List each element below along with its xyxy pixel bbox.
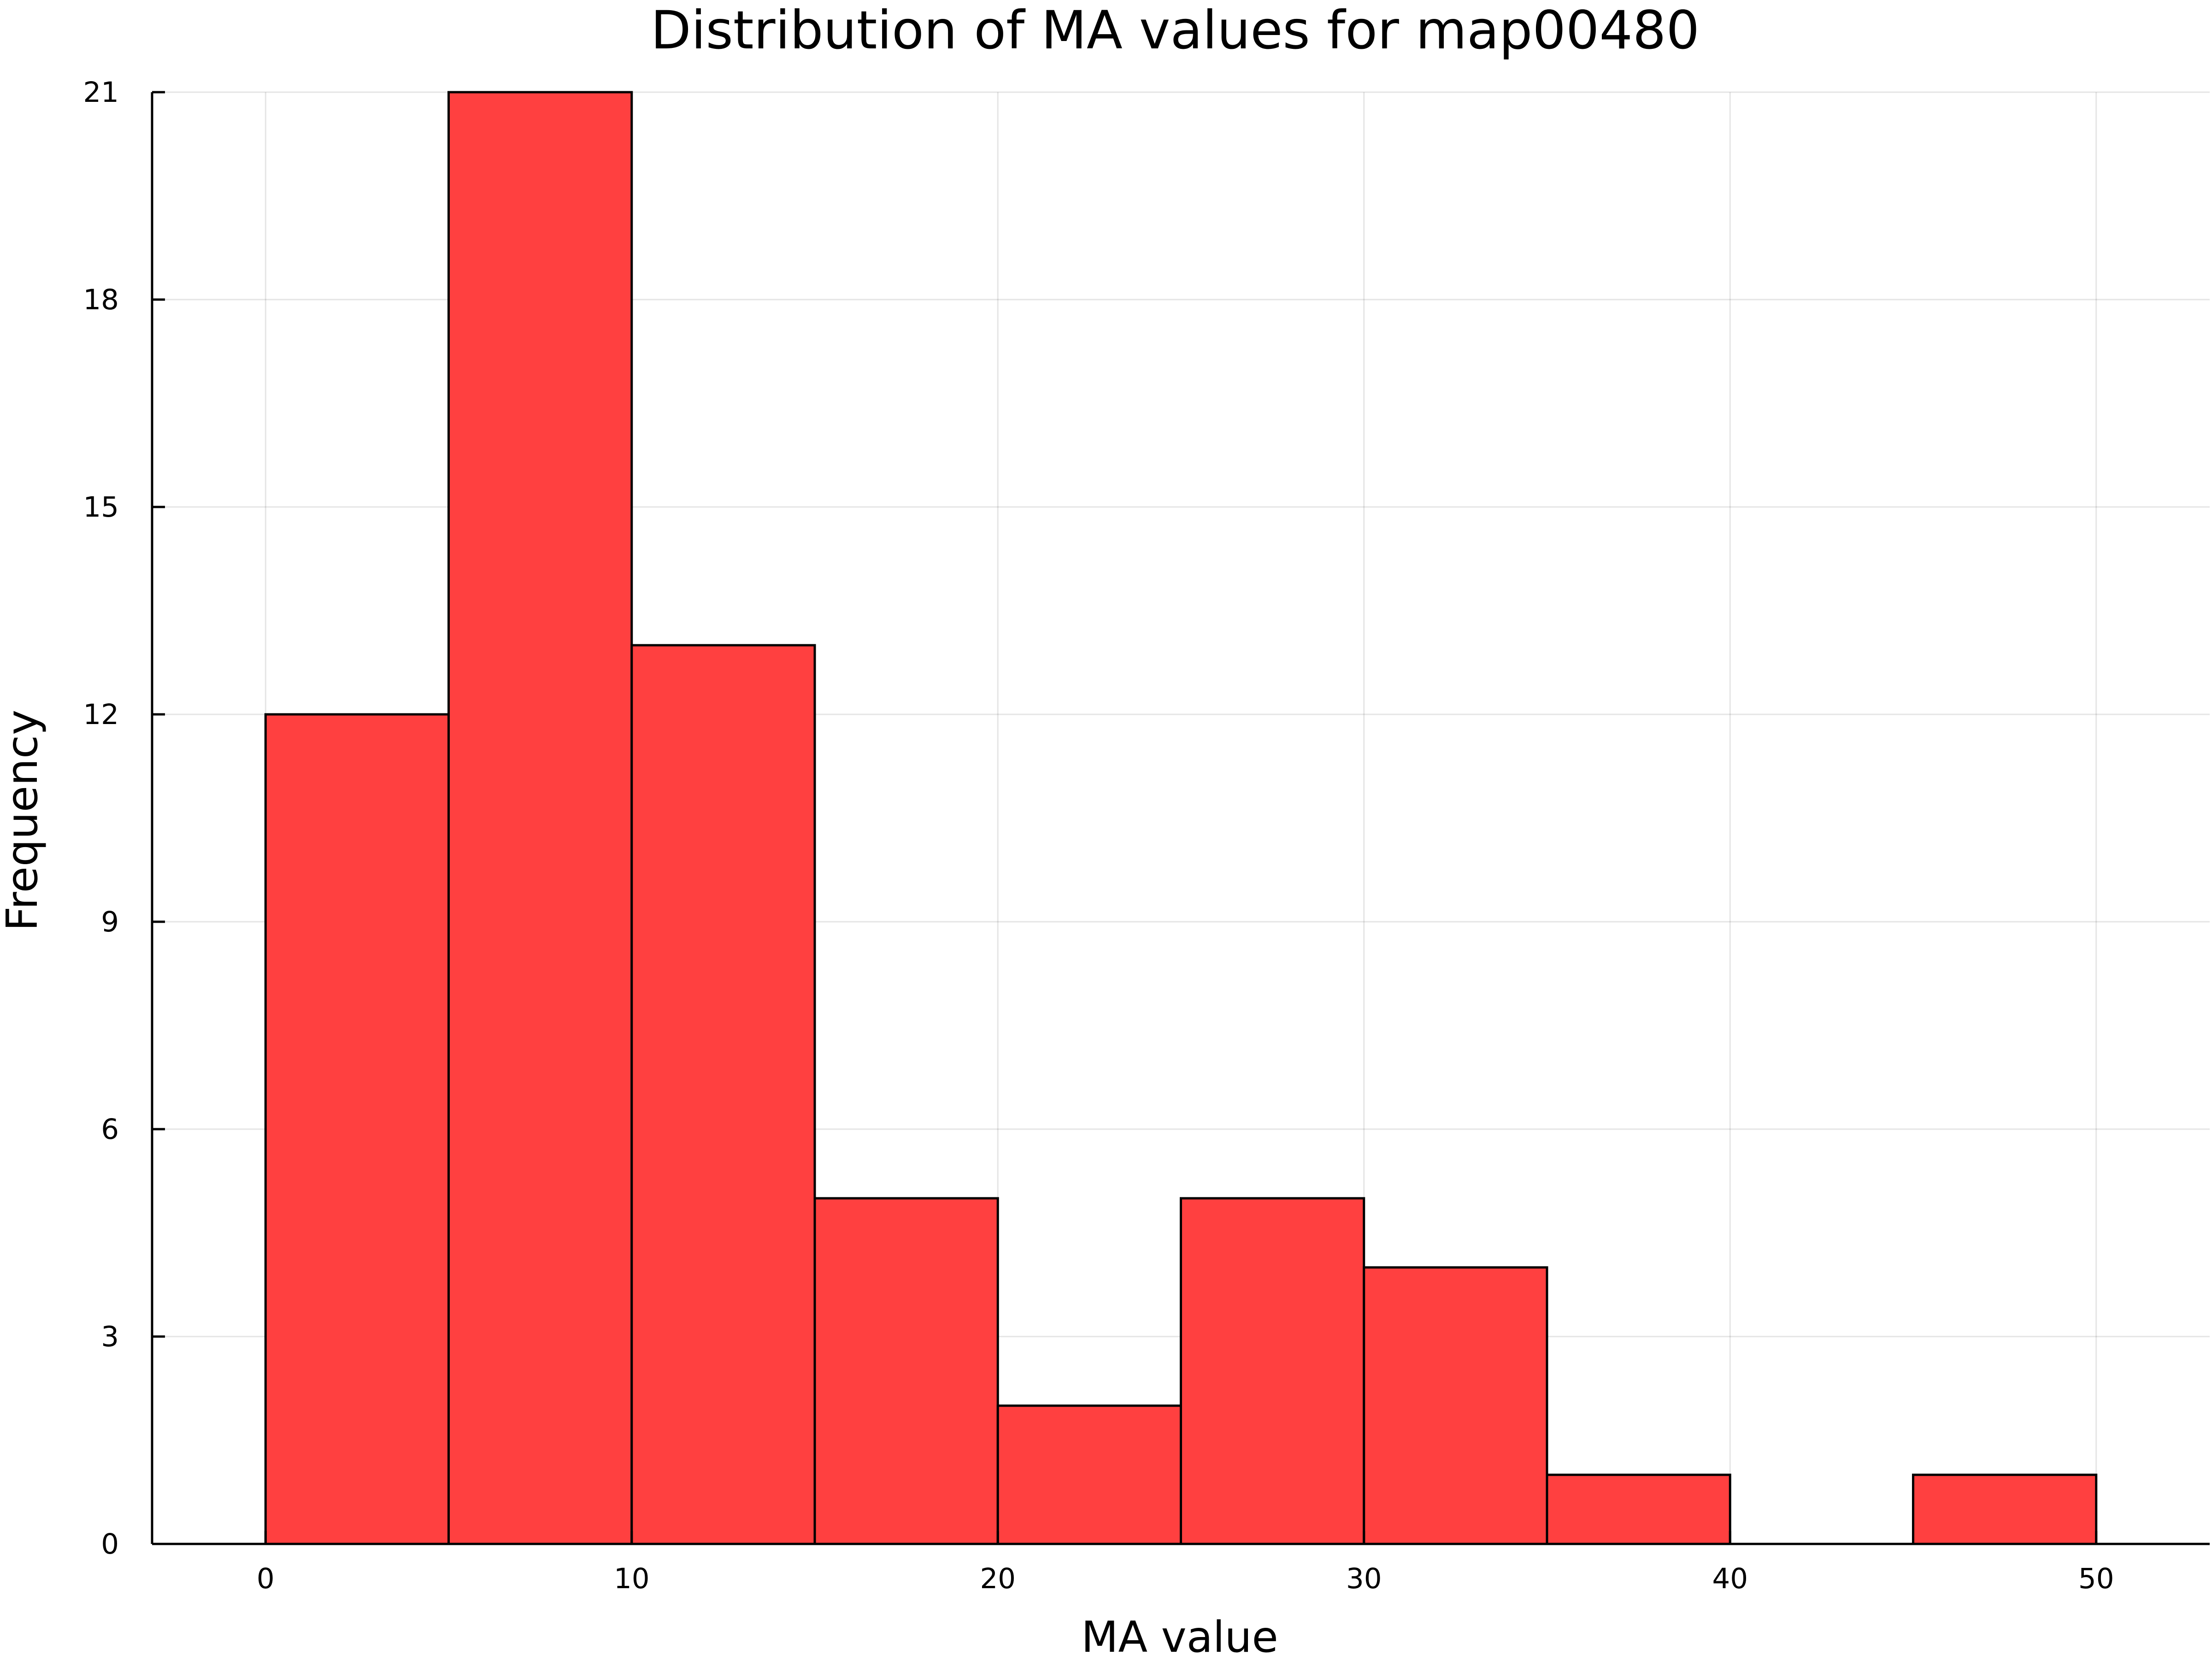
- histogram-bar: [813, 1197, 999, 1545]
- histogram-bar: [1912, 1473, 2098, 1545]
- histogram-bar: [1363, 1266, 1548, 1545]
- y-tick-label: 6: [101, 1113, 119, 1146]
- axes-layer: [151, 92, 2210, 1545]
- x-tick-label: 10: [614, 1562, 650, 1595]
- y-tick-label: 18: [83, 283, 119, 316]
- histogram-bar: [1180, 1197, 1365, 1545]
- ticks-layer: 0 10 20 30 40 50 0 3 6 9 12 15 18 21: [83, 76, 2114, 1595]
- histogram-bar: [630, 644, 816, 1545]
- x-tick-label: 20: [980, 1562, 1016, 1595]
- histogram-bar: [1546, 1473, 1731, 1545]
- histogram-bar: [996, 1404, 1182, 1545]
- x-tick-label: 0: [257, 1562, 275, 1595]
- x-axis-label: MA value: [1081, 1612, 1278, 1659]
- y-tick-label: 0: [101, 1528, 119, 1561]
- y-tick-label: 21: [83, 76, 119, 109]
- bars-layer: [264, 91, 2098, 1545]
- y-tick-label: 3: [101, 1320, 119, 1353]
- y-tick-label: 12: [83, 698, 119, 731]
- histogram-bar: [447, 91, 633, 1545]
- x-tick-label: 50: [2078, 1562, 2114, 1595]
- y-tick-label: 15: [83, 491, 119, 524]
- y-axis-label: Frequency: [0, 710, 47, 931]
- x-tick-label: 30: [1346, 1562, 1382, 1595]
- y-tick-label: 9: [101, 906, 119, 938]
- chart-title: Distribution of MA values for map00480: [651, 0, 1700, 61]
- histogram-bar: [264, 713, 450, 1545]
- x-tick-label: 40: [1712, 1562, 1748, 1595]
